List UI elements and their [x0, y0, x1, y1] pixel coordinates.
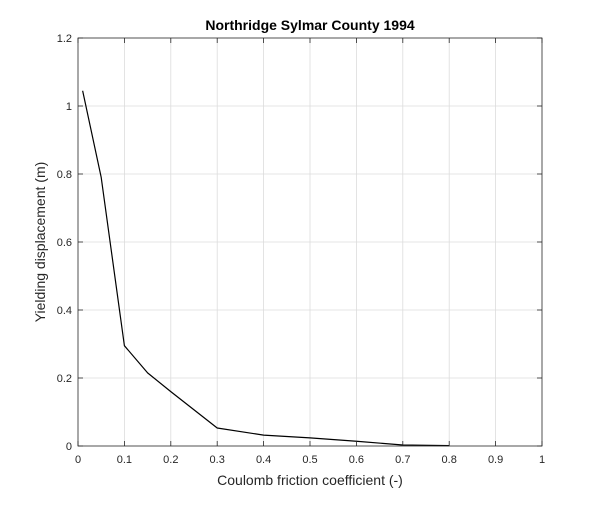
series-layer: [82, 90, 450, 447]
x-tick-label: 0.4: [256, 454, 271, 466]
x-tick-label: 0.8: [442, 454, 457, 466]
y-tick-label: 1.2: [57, 33, 72, 45]
y-tick-label: 0.6: [57, 237, 72, 249]
x-tick-label: 0.6: [349, 454, 364, 466]
x-tick-label: 0.1: [117, 454, 132, 466]
x-tick-label: 0.3: [210, 454, 225, 466]
x-tick-label: 0.9: [488, 454, 503, 466]
y-tick-label: 1: [66, 101, 72, 113]
x-tick-label: 0.7: [395, 454, 410, 466]
y-tick-label: 0.8: [57, 169, 72, 181]
chart-title: Northridge Sylmar County 1994: [205, 17, 414, 33]
y-tick-label: 0: [66, 441, 72, 453]
grid: [78, 38, 542, 446]
tick-labels: 0 0.1 0.2 0.3 0.4 0.5 0.6 0.7 0.8 0.9 1 0 0.2 0.4 0.6 0…: [57, 33, 545, 466]
y-tick-label: 0.4: [57, 305, 72, 317]
y-axis-title: Yielding displacement (m): [32, 162, 48, 323]
x-tick-label: 0.2: [163, 454, 178, 466]
ticks: [77, 37, 543, 447]
x-tick-label: 0.5: [302, 454, 317, 466]
x-tick-label: 1: [539, 454, 545, 466]
y-tick-label: 0.2: [57, 373, 72, 385]
series-line: [82, 90, 450, 447]
x-tick-label: 0: [75, 454, 81, 466]
x-axis-title: Coulomb friction coefficient (-): [217, 472, 403, 488]
